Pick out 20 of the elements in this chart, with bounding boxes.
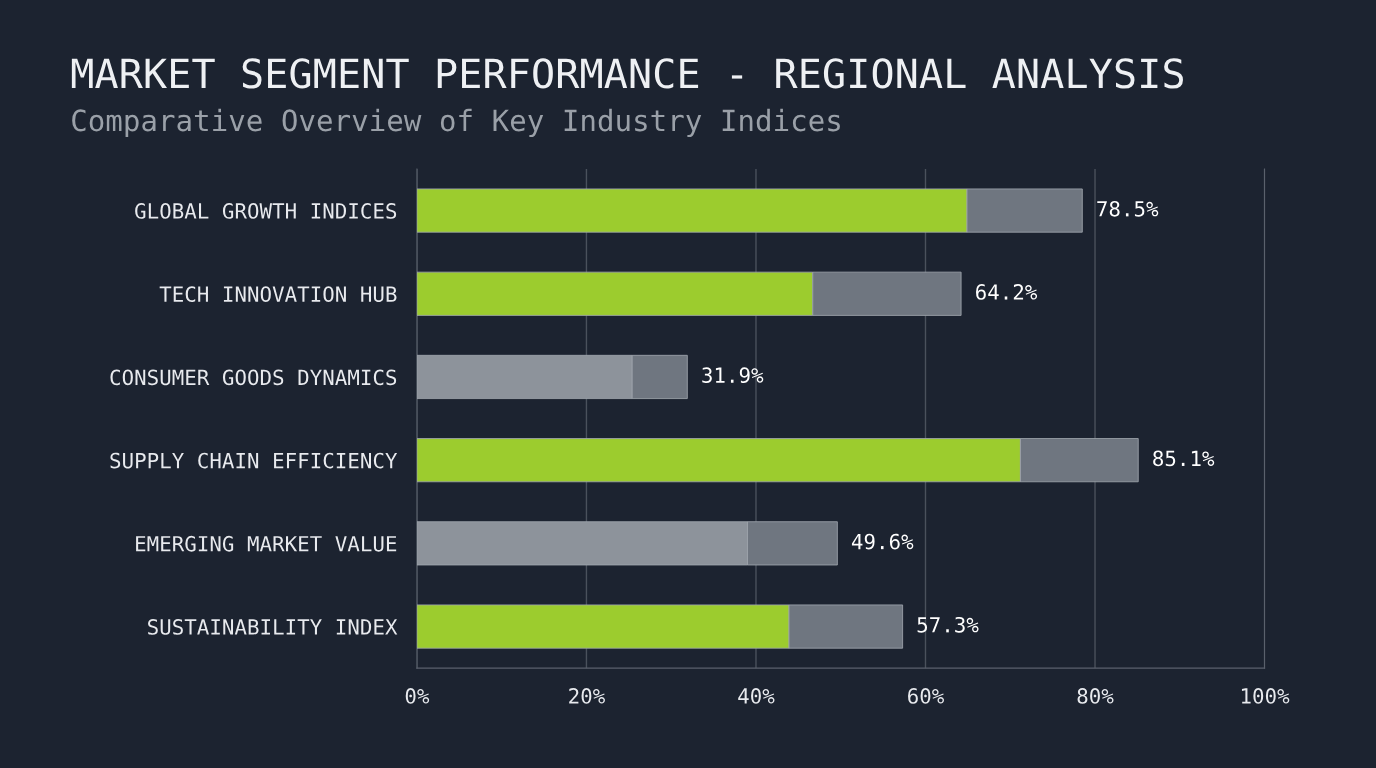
total-label: 64.2% bbox=[976, 284, 1038, 300]
total-label: 57.3% bbox=[917, 616, 979, 633]
x-tick-label: 20% bbox=[569, 688, 605, 704]
x-tick-label: 0% bbox=[405, 688, 430, 704]
chart-title: MARKET SEGMENT PERFORMANCE - REGIONAL ANALYSIS bbox=[71, 58, 1183, 89]
total-label: 31.9% bbox=[702, 367, 764, 384]
total-label: 78.5% bbox=[1097, 200, 1159, 217]
y-tick-label: CONSUMER GOODS DYNAMICS bbox=[110, 369, 397, 386]
x-tick-label: 40% bbox=[738, 688, 775, 704]
y-tick-label: EMERGING MARKET VALUE bbox=[136, 535, 397, 552]
chart-subtitle: Comparative Overview of Key Industry Indices bbox=[72, 108, 840, 138]
total-label: 85.1% bbox=[1153, 450, 1215, 467]
y-tick-label: TECH INNOVATION HUB bbox=[159, 286, 397, 303]
x-tick-label: 60% bbox=[908, 688, 944, 704]
y-tick-label: SUSTAINABILITY INDEX bbox=[148, 619, 398, 635]
y-tick-label: GLOBAL GROWTH INDICES bbox=[135, 203, 397, 219]
x-tick-label: 80% bbox=[1077, 688, 1114, 704]
y-tick-label: SUPPLY CHAIN EFFICIENCY bbox=[110, 452, 398, 469]
x-tick-label: 100% bbox=[1241, 688, 1290, 704]
total-label: 49.6% bbox=[851, 533, 914, 550]
